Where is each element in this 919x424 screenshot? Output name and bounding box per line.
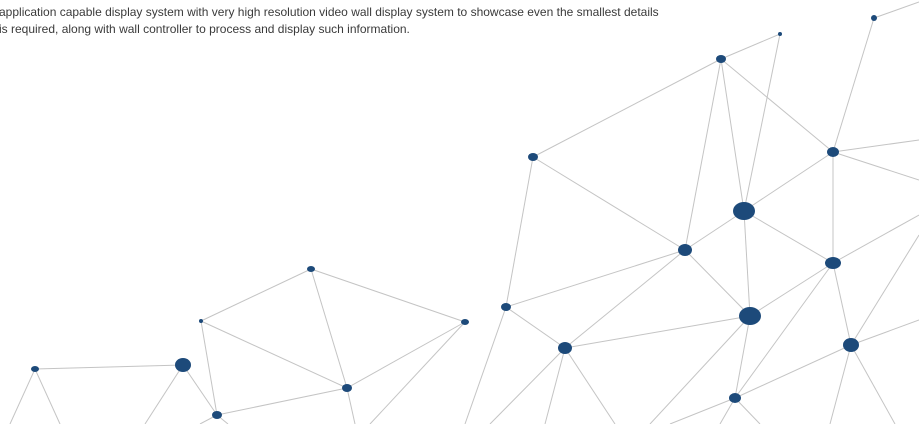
text-line: application capable display system with … — [0, 5, 659, 19]
network-nodes — [31, 15, 877, 419]
text-line: is required, along with wall controller … — [0, 22, 410, 36]
page: {"paragraph": {"lines": ["application ca… — [0, 0, 919, 424]
network-edges — [10, 2, 919, 424]
network-graphic — [0, 0, 919, 424]
